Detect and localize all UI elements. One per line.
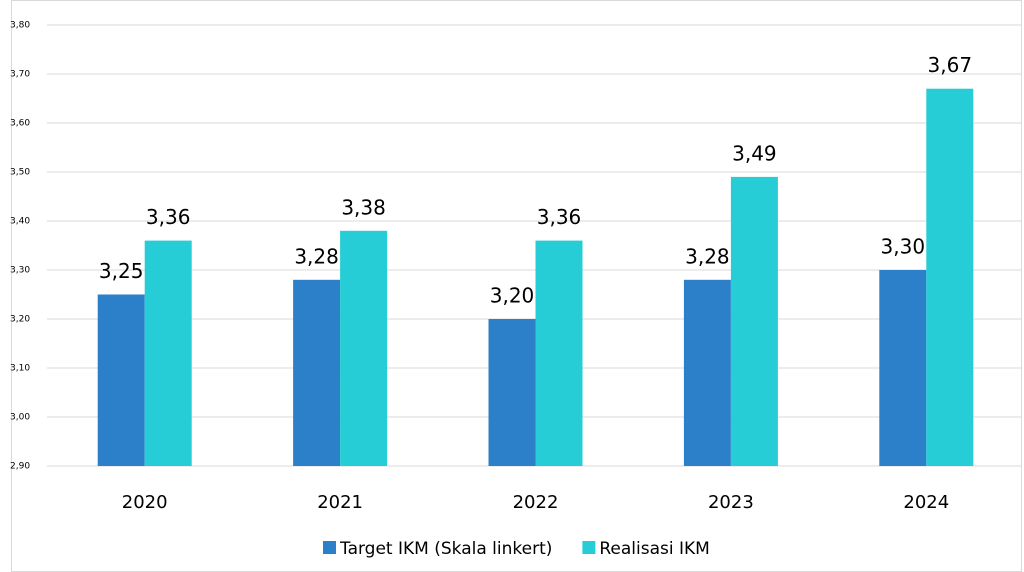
- bar: [340, 230, 388, 466]
- data-label: 3,67: [928, 53, 973, 77]
- data-label: 3,20: [490, 284, 535, 308]
- y-tick-label: 3,80: [10, 21, 30, 31]
- x-tick-label: 2024: [903, 492, 949, 513]
- legend-label: Realisasi IKM: [599, 539, 709, 559]
- bar: [488, 319, 536, 466]
- bar: [879, 270, 927, 466]
- y-tick-label: 3,50: [10, 168, 30, 178]
- data-label: 3,25: [99, 259, 144, 283]
- bar: [293, 279, 341, 466]
- x-tick-label: 2021: [317, 492, 363, 513]
- bar: [926, 88, 974, 466]
- legend-label: Target IKM (Skala linkert): [339, 539, 552, 559]
- y-tick-label: 3,00: [10, 413, 30, 423]
- bar: [535, 240, 583, 466]
- y-tick-label: 3,30: [10, 266, 30, 276]
- data-label: 3,28: [294, 244, 339, 268]
- data-label: 3,38: [341, 195, 386, 219]
- bar: [144, 240, 192, 466]
- y-tick-label: 3,10: [10, 364, 30, 374]
- data-label: 3,36: [537, 205, 582, 229]
- y-tick-label: 2,90: [10, 462, 30, 472]
- data-label: 3,49: [732, 141, 777, 165]
- y-tick-label: 3,60: [10, 119, 30, 129]
- data-label: 3,36: [146, 205, 191, 229]
- y-tick-label: 3,20: [10, 315, 30, 325]
- x-tick-label: 2020: [122, 492, 168, 513]
- legend-swatch: [323, 541, 336, 554]
- y-tick-label: 3,40: [10, 217, 30, 227]
- x-tick-label: 2022: [513, 492, 559, 513]
- bar: [683, 279, 731, 466]
- data-label: 3,28: [685, 244, 730, 268]
- x-tick-label: 2023: [708, 492, 754, 513]
- legend-swatch: [582, 541, 596, 554]
- data-label: 3,30: [881, 235, 926, 259]
- bar: [730, 176, 778, 466]
- bar: [97, 294, 145, 466]
- y-tick-label: 3,70: [10, 70, 30, 80]
